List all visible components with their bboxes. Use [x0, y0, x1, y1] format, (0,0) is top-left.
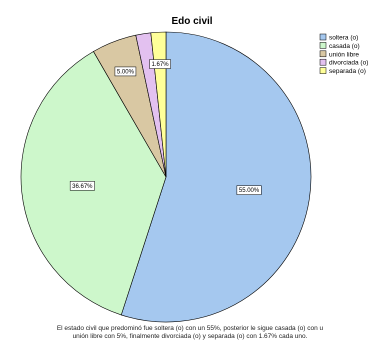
data-label-text: 36.67% [72, 184, 93, 190]
data-label-separada-o: 1.67% [149, 59, 171, 69]
data-label-text: 5.00% [117, 69, 135, 75]
data-label-text: 55.00% [239, 188, 260, 194]
pie-slices [20, 31, 312, 323]
data-label-casada-o: 36.67% [69, 181, 95, 191]
legend-item-separada-o: separada (o) [319, 67, 366, 75]
chart-legend: soltera (o)casada (o)unión libre divorcia… [319, 33, 368, 75]
data-label-soltera-o: 55.00% [236, 185, 262, 195]
legend-label: casada (o) [329, 43, 360, 50]
legend-label: divorciada (o) [329, 60, 368, 67]
legend-item-union-libre: unión libre [319, 50, 359, 58]
caption-line-1: El estado civil que predominó fue solter… [56, 325, 324, 332]
legend-swatch [319, 42, 327, 49]
pie-data-labels: 55.00% 36.67% 5.00% 1.67% [69, 59, 262, 195]
legend-swatch [319, 67, 327, 74]
legend-swatch [319, 58, 327, 66]
chart-title: Edo civil [171, 16, 212, 27]
data-label-union-libre: 5.00% [114, 66, 137, 77]
legend-item-casada-o: casada (o) [319, 42, 360, 50]
legend-label: soltera (o) [329, 35, 358, 42]
data-label-box [236, 185, 262, 195]
legend-item-soltera-o: soltera (o) [319, 33, 358, 42]
pie-slice-soltera-o [120, 31, 312, 323]
data-label-text: 1.67% [152, 62, 170, 68]
caption-line-2: unión libre con 5%, finalmente divorciad… [72, 333, 308, 340]
legend-label: separada (o) [329, 68, 366, 75]
chart-caption: El estado civil que predominó fue solter… [4, 325, 376, 341]
legend-label: unión libre [329, 51, 359, 58]
data-label-box [149, 59, 171, 69]
data-label-box [114, 66, 137, 77]
legend-item-divorciada-o: divorciada (o) [319, 58, 368, 67]
data-label-box [69, 181, 95, 191]
legend-swatch [319, 50, 327, 58]
legend-swatch [319, 33, 327, 41]
